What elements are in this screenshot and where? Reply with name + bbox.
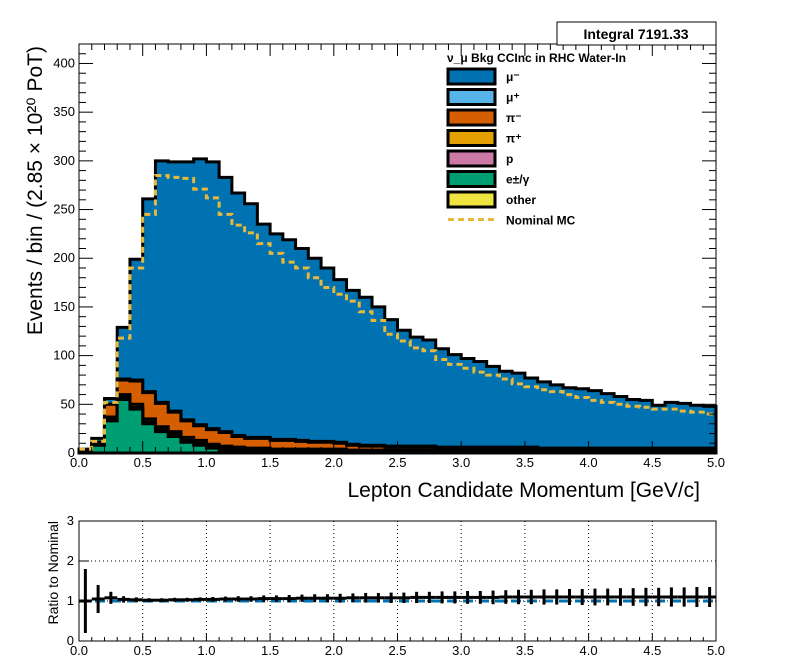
- ratio-y-tick-label: 0: [67, 633, 74, 648]
- x-tick-label: 2.5: [388, 455, 406, 470]
- legend: ν_μ Bkg CCInc in RHC Water-In μ⁻ μ⁺ π⁻ π⁺ pe…: [446, 51, 626, 228]
- ratio-x-tick-label: 1.5: [261, 643, 279, 658]
- x-tick-label: 1.0: [197, 455, 215, 470]
- y-tick-label: 0: [68, 445, 75, 460]
- x-tick-label: 3.0: [452, 455, 470, 470]
- y-tick-label: 150: [53, 299, 75, 314]
- ratio-panel: 0.0 0.5 1.0 1.5 2.0 2.5 3.0 3.5 4.0 4.5 5.0 0 1 2 3 R…: [45, 513, 725, 658]
- ratio-x-tick-label: 5.0: [707, 643, 725, 658]
- legend-swatch: [446, 190, 497, 209]
- ratio-x-tick-label: 0.0: [70, 643, 88, 658]
- ratio-x-tick-label: 4.0: [580, 643, 598, 658]
- ratio-x-tick-label: 0.5: [134, 643, 152, 658]
- ratio-y-tick-label: 3: [67, 513, 74, 528]
- x-tick-label: 2.0: [325, 455, 343, 470]
- legend-swatch: [446, 108, 497, 127]
- ratio-y-tick-label: 2: [67, 553, 74, 568]
- ratio-y-axis-ticks: 0 1 2 3: [67, 513, 89, 648]
- x-tick-label: 1.5: [261, 455, 279, 470]
- ratio-x-tick-label: 2.0: [325, 643, 343, 658]
- stats-box: [556, 21, 717, 46]
- legend-swatch: [446, 88, 497, 106]
- x-tick-label: 0.0: [70, 455, 88, 470]
- x-axis-ticks: 0.0 0.5 1.0 1.5 2.0 2.5 3.0 3.5 4.0 4.5 5.0: [70, 44, 725, 470]
- y-axis-ticks: 0 50 100 150 200 250 300 350 400: [53, 43, 716, 460]
- ratio-x-tick-label: 3.0: [452, 643, 470, 658]
- y-tick-label: 250: [53, 202, 75, 217]
- x-tick-label: 0.5: [134, 455, 152, 470]
- legend-label: μ⁻: [506, 70, 520, 84]
- legend-title: ν_μ Bkg CCInc in RHC Water-In: [447, 51, 626, 65]
- legend-label: p: [506, 152, 513, 166]
- legend-swatch: [446, 170, 497, 188]
- x-tick-label: 5.0: [707, 455, 725, 470]
- x-axis-label: Lepton Candidate Momentum [GeV/c]: [347, 479, 700, 502]
- x-tick-label: 4.5: [643, 455, 661, 470]
- y-tick-label: 350: [53, 104, 75, 119]
- y-tick-label: 300: [53, 153, 75, 168]
- ratio-y-axis-label: Ratio to Nominal: [45, 521, 61, 625]
- legend-label: other: [506, 193, 536, 207]
- ratio-x-tick-label: 3.5: [516, 643, 534, 658]
- nominal-mc-path: [79, 173, 716, 451]
- ratio-points: [79, 569, 716, 633]
- stack-layer-6: [77, 157, 718, 455]
- x-tick-label: 4.0: [580, 455, 598, 470]
- y-axis-label: Events / bin / (2.85 × 10²⁰ PoT): [24, 46, 47, 335]
- ratio-x-axis-ticks: 0.0 0.5 1.0 1.5 2.0 2.5 3.0 3.5 4.0 4.5 5.0: [70, 633, 725, 658]
- y-tick-label: 400: [53, 55, 75, 70]
- legend-label: e±/γ: [506, 173, 530, 187]
- legend-label: π⁺: [506, 132, 522, 146]
- ratio-y-tick-label: 1: [67, 593, 74, 608]
- nominal-mc-line: [79, 173, 716, 451]
- ratio-x-tick-label: 4.5: [643, 643, 661, 658]
- ratio-x-tick-label: 2.5: [388, 643, 406, 658]
- legend-swatch: [446, 149, 497, 168]
- legend-swatch: [446, 129, 497, 147]
- y-tick-label: 50: [61, 396, 75, 411]
- legend-swatch: [446, 67, 497, 86]
- main-histogram-panel: 0.0 0.5 1.0 1.5 2.0 2.5 3.0 3.5 4.0 4.5 5.0 0 50 100…: [24, 21, 725, 502]
- stats-box-text: Integral 7191.33: [583, 26, 688, 42]
- x-tick-label: 3.5: [516, 455, 534, 470]
- legend-label: μ⁺: [506, 91, 520, 105]
- y-tick-label: 200: [53, 250, 75, 265]
- y-tick-label: 100: [53, 348, 75, 363]
- legend-label: π⁻: [506, 111, 522, 125]
- legend-label: Nominal MC: [506, 214, 576, 228]
- ratio-x-tick-label: 1.0: [197, 643, 215, 658]
